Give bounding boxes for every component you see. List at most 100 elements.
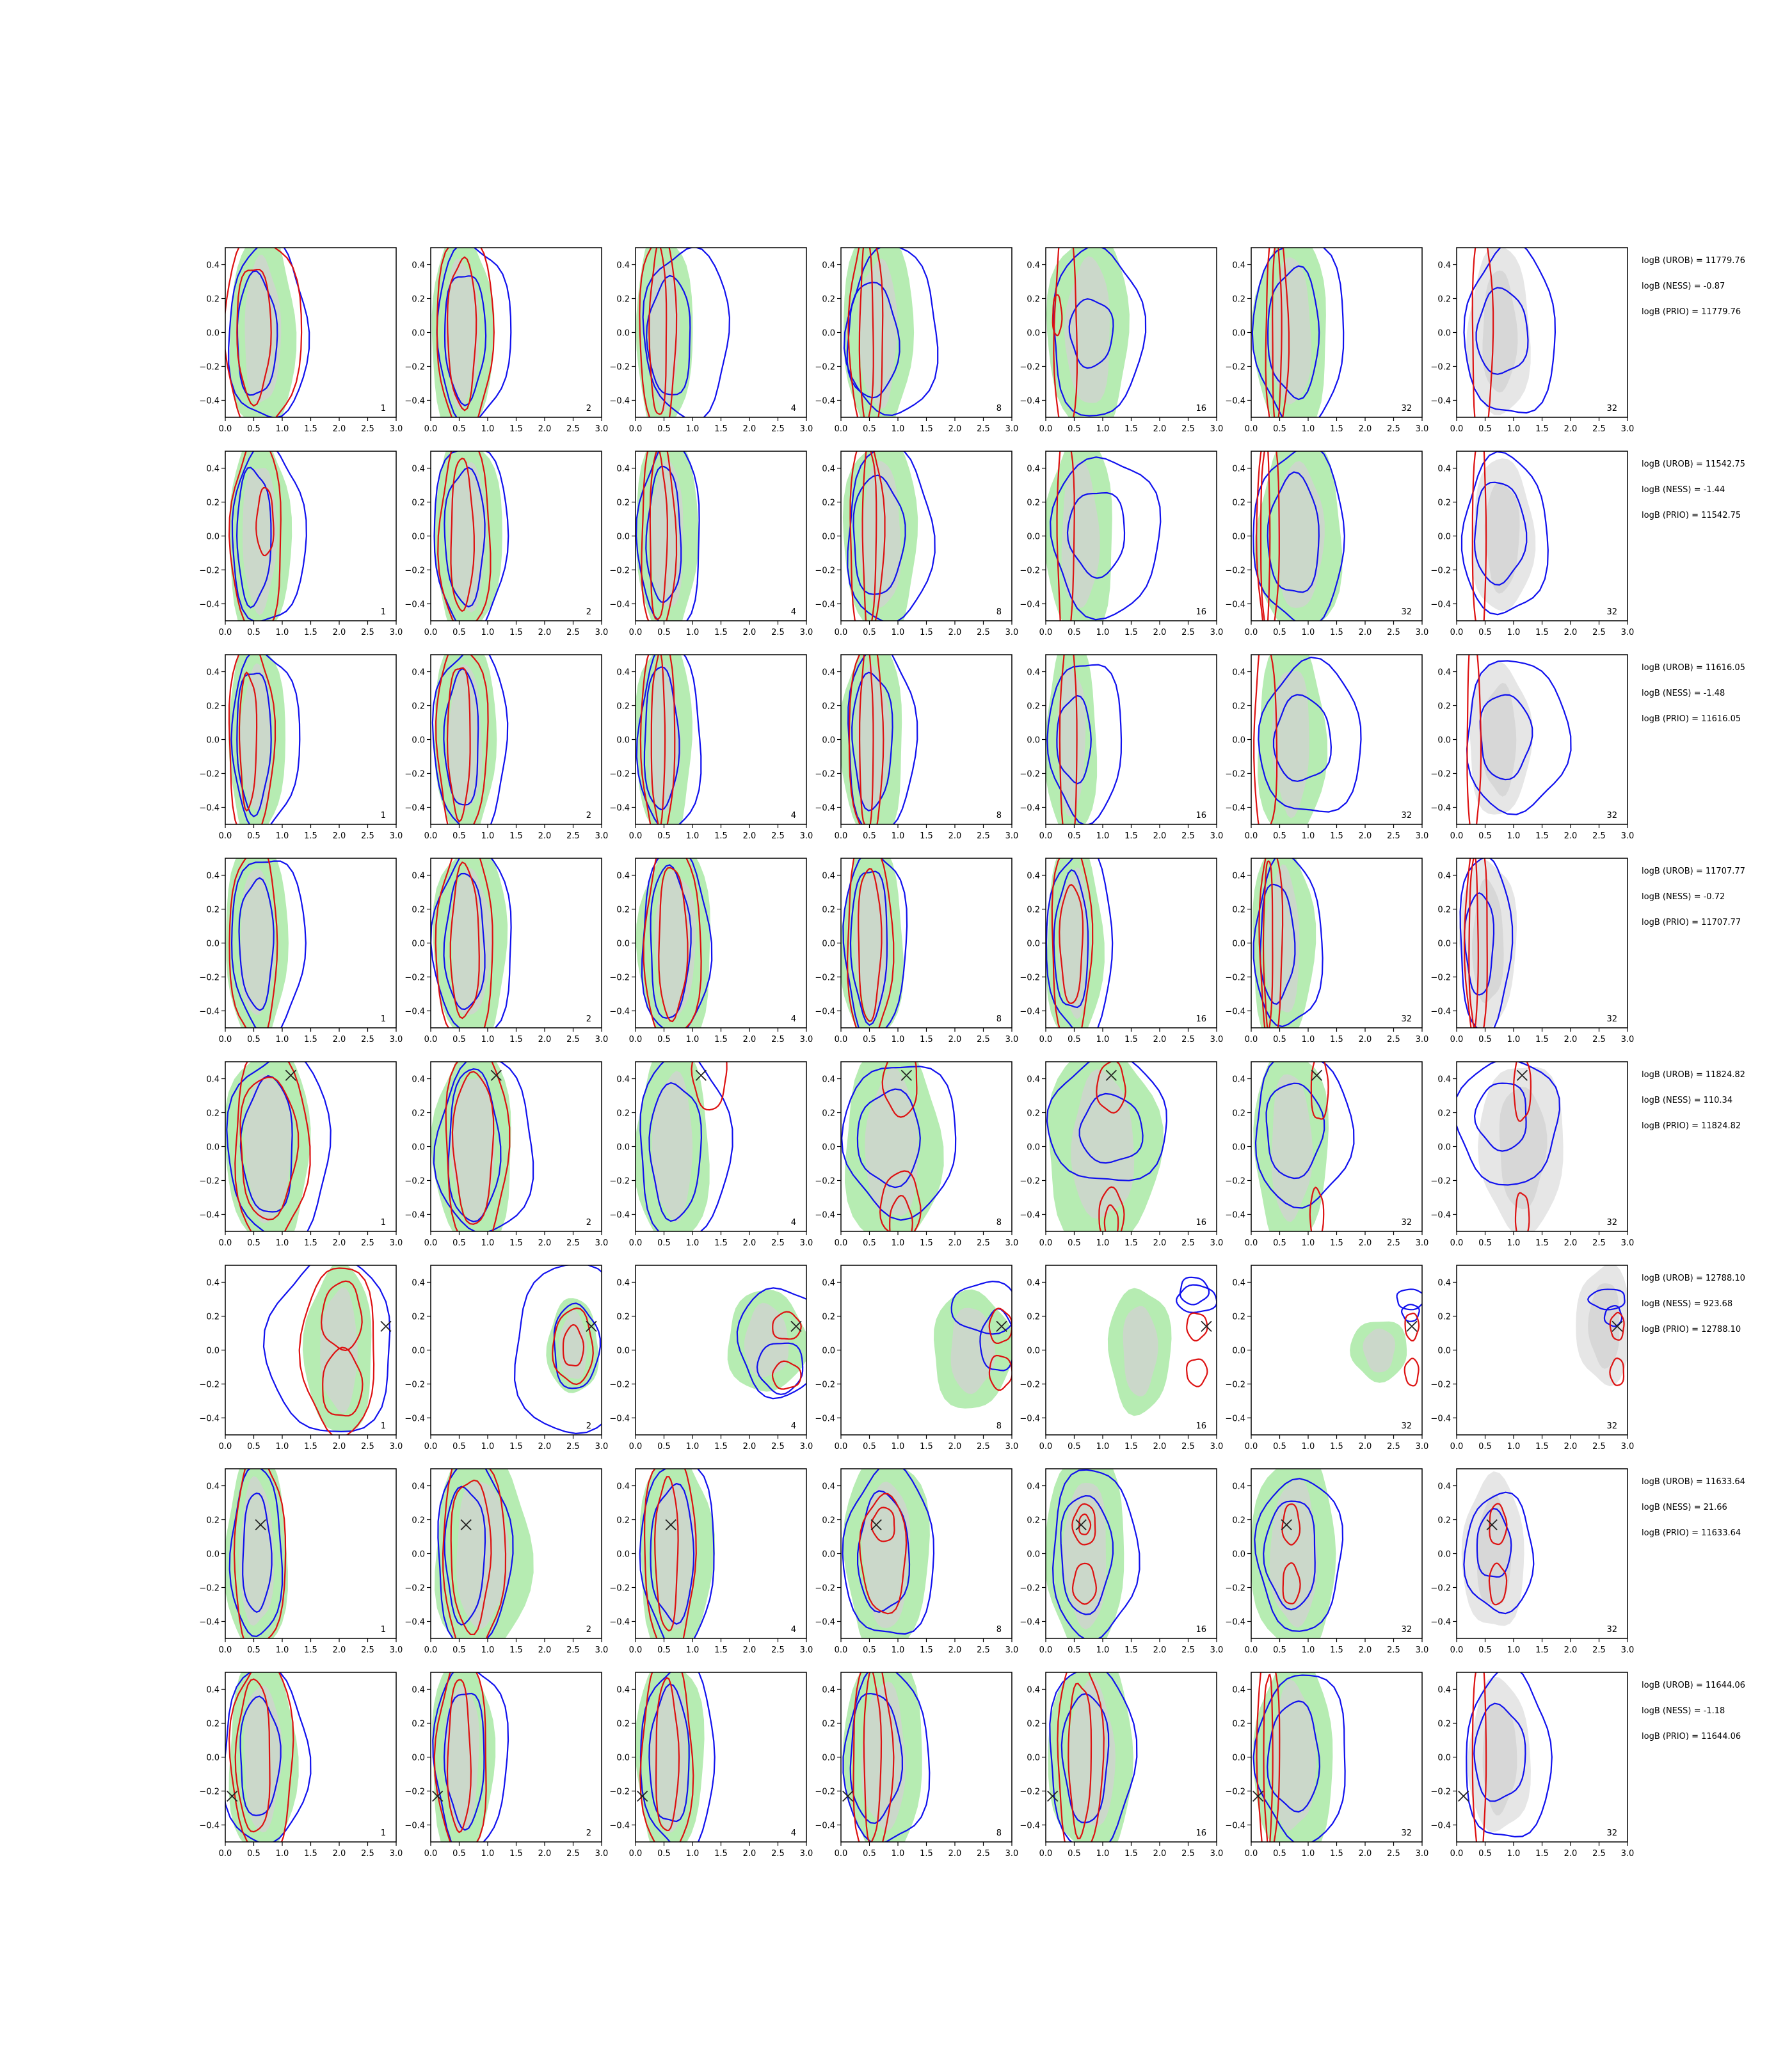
x-tick-label: 3.0: [1005, 1442, 1019, 1452]
x-tick-label: 1.5: [920, 628, 933, 637]
y-tick-label: −0.4: [1225, 1007, 1245, 1017]
y-tick-label: 0.4: [822, 465, 835, 474]
true-value-marker: [1252, 1790, 1264, 1802]
plot-area: [841, 1062, 957, 1231]
red-contour: [562, 1324, 585, 1367]
red-contour: [1265, 248, 1290, 417]
x-tick-label: 3.0: [800, 1442, 813, 1452]
y-tick-label: 0.4: [206, 465, 220, 474]
plot-area: [1350, 1288, 1422, 1387]
x-tick-label: 2.5: [1592, 831, 1606, 841]
plot-area: [1046, 1062, 1168, 1231]
density-fill-inner: [1482, 682, 1517, 797]
x-tick-label: 1.0: [1096, 1238, 1110, 1248]
plot-area: [636, 655, 702, 824]
red-contour: [1609, 1357, 1625, 1386]
x-tick-label: 1.5: [1330, 831, 1343, 841]
y-tick-label: −0.2: [1020, 566, 1040, 576]
y-tick-label: −0.2: [199, 566, 220, 576]
y-tick-label: 0.2: [1027, 1109, 1040, 1119]
red-contour: [322, 1347, 364, 1417]
plot-area: [432, 1672, 509, 1842]
x-tick-label: 1.0: [686, 1442, 700, 1452]
x-tick-label: 3.0: [1416, 1442, 1429, 1452]
x-tick-label: 0.5: [1478, 831, 1492, 841]
red-contour: [437, 451, 492, 621]
y-tick-label: −0.2: [1225, 363, 1245, 372]
y-tick-label: 0.0: [1027, 940, 1040, 949]
y-tick-label: 0.4: [1232, 261, 1245, 271]
y-tick-label: −0.4: [815, 397, 835, 406]
y-tick-label: 0.0: [1027, 1550, 1040, 1560]
x-tick-label: 2.5: [1181, 628, 1195, 637]
x-tick-label: 3.0: [800, 424, 813, 434]
x-tick-label: 3.0: [800, 1035, 813, 1044]
x-tick-label: 1.5: [1330, 628, 1343, 637]
y-tick-label: −0.2: [1430, 973, 1451, 983]
plot-area: [636, 451, 700, 621]
x-tick-label: 2.0: [1564, 1238, 1578, 1248]
x-tick-label: 3.0: [1005, 1849, 1019, 1859]
y-tick-label: 0.0: [1232, 532, 1245, 542]
x-tick-label: 2.0: [948, 628, 962, 637]
red-contour: [1404, 1312, 1420, 1341]
x-tick-label: 2.0: [743, 831, 756, 841]
y-tick-label: 0.4: [1027, 1482, 1040, 1492]
plot-area: [225, 1469, 288, 1638]
logb-annotation: logB (UROB) = 11616.05: [1642, 663, 1745, 673]
red-contour: [852, 1672, 895, 1842]
x-tick-label: 0.0: [629, 1645, 643, 1655]
x-tick-label: 1.5: [1330, 1645, 1343, 1655]
x-tick-label: 3.0: [1621, 1645, 1635, 1655]
y-tick-label: 0.0: [412, 532, 425, 542]
x-tick-label: 2.0: [948, 1442, 962, 1452]
sample-count-label: 8: [996, 1421, 1002, 1431]
x-tick-label: 1.0: [1096, 628, 1110, 637]
true-value-marker: [695, 1069, 707, 1081]
sample-count-label: 32: [1401, 811, 1412, 820]
blue-contour: [433, 451, 509, 621]
x-tick-label: 0.0: [424, 1238, 438, 1248]
x-tick-label: 2.0: [1359, 1849, 1372, 1859]
blue-contour: [226, 1062, 332, 1231]
x-tick-label: 3.0: [1005, 1035, 1019, 1044]
x-tick-label: 2.5: [1181, 424, 1195, 434]
y-tick-label: −0.4: [815, 804, 835, 813]
plot-area: [636, 1672, 716, 1842]
x-tick-label: 0.0: [219, 831, 232, 841]
x-tick-label: 0.5: [863, 1238, 876, 1248]
y-tick-label: 0.4: [822, 668, 835, 678]
x-tick-label: 1.0: [892, 628, 905, 637]
density-fill-inner: [1057, 667, 1086, 817]
y-tick-label: 0.4: [206, 668, 220, 678]
sample-count-label: 2: [586, 1218, 591, 1228]
y-tick-label: −0.2: [815, 1177, 835, 1187]
blue-contour: [228, 248, 310, 417]
y-tick-label: 0.0: [206, 736, 220, 746]
plot-area: [433, 451, 509, 621]
true-value-marker: [1612, 1320, 1623, 1332]
plot-area: [431, 248, 512, 417]
true-value-marker: [637, 1790, 648, 1802]
y-tick-label: 0.4: [206, 1075, 220, 1085]
x-tick-label: 2.5: [566, 628, 580, 637]
red-contour: [639, 248, 678, 417]
red-contour: [1098, 1186, 1125, 1231]
sample-count-label: 1: [381, 811, 386, 820]
red-contour: [653, 1476, 679, 1632]
y-tick-label: −0.4: [404, 1618, 425, 1628]
density-fill-inner: [649, 1686, 687, 1833]
blue-contour: [856, 1088, 921, 1188]
x-tick-label: 1.5: [304, 1238, 317, 1248]
red-contour: [1463, 858, 1488, 1028]
x-tick-label: 2.5: [1592, 1849, 1606, 1859]
y-tick-label: −0.4: [815, 1821, 835, 1831]
blue-contour: [1587, 1288, 1626, 1311]
logb-annotation: logB (UROB) = 12788.10: [1642, 1274, 1745, 1283]
blue-contour: [650, 1482, 695, 1625]
panel-r2-c5: 0.0 0.5 1.0 1.5 2.0 2.5 3.0 0.4 0.2 0.0 −0.2 −0.4 16: [1020, 451, 1223, 637]
panel-r7-c6: 0.0 0.5 1.0 1.5 2.0 2.5 3.0 0.4 0.2 0.0 −0.2 −0.4 32: [1225, 1468, 1428, 1655]
x-tick-label: 3.0: [390, 1238, 403, 1248]
red-contour: [1071, 1503, 1096, 1546]
x-tick-label: 2.5: [361, 831, 374, 841]
